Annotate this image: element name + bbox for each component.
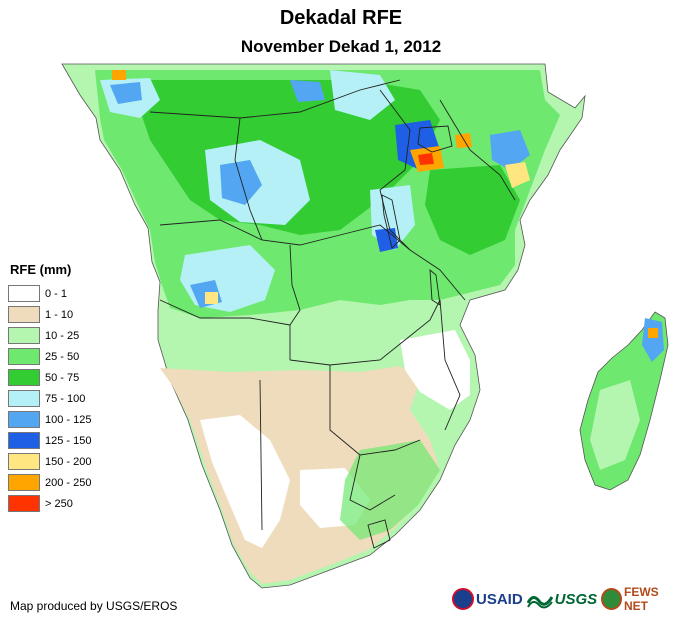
legend-item: > 250 [8, 493, 128, 514]
wet-zone-southeast [340, 440, 440, 540]
legend-swatch [8, 474, 40, 491]
legend-item: 10 - 25 [8, 325, 128, 346]
rain-75-100-lakes [330, 70, 395, 120]
map-credit: Map produced by USGS/EROS [10, 599, 178, 613]
legend-item: 125 - 150 [8, 430, 128, 451]
legend-label: 100 - 125 [45, 413, 92, 426]
rain-100-125-north [290, 80, 325, 102]
legend-swatch [8, 432, 40, 449]
legend-label: 0 - 1 [45, 287, 68, 300]
madagascar-wet-east [642, 318, 664, 362]
rain-above-250-lake-victoria [418, 153, 434, 165]
legend-label: 10 - 25 [45, 329, 80, 342]
usaid-seal-icon [452, 588, 474, 610]
legend-item: 100 - 125 [8, 409, 128, 430]
legend-label: 150 - 200 [45, 455, 92, 468]
rain-200-250-northwest [112, 70, 126, 80]
rain-125-150-tanganyika [375, 228, 398, 252]
lake-malawi [429, 268, 441, 306]
legend-item: 25 - 50 [8, 346, 128, 367]
fews-globe-icon [601, 588, 623, 610]
country-borders [149, 79, 516, 531]
legend-label: 75 - 100 [45, 392, 86, 405]
legend-swatch [8, 369, 40, 386]
legend-swatch [8, 453, 40, 470]
legend-title: RFE (mm) [10, 262, 72, 277]
dry-zone-east [400, 330, 470, 410]
legend-swatch [8, 306, 40, 323]
usaid-logo: USAID [452, 588, 523, 610]
rain-100-125-congo [220, 160, 262, 205]
rain-100-125-kenya [490, 130, 530, 170]
legend-swatch [8, 348, 40, 365]
legend-label: 1 - 10 [45, 308, 74, 321]
legend-item: 0 - 1 [8, 283, 128, 304]
legend-item: 50 - 75 [8, 367, 128, 388]
map-title: Dekadal RFE [279, 7, 403, 29]
legend-label: 200 - 250 [45, 476, 92, 489]
usaid-logo-text: USAID [476, 590, 523, 608]
legend-label: 25 - 50 [45, 350, 80, 363]
rain-150-200-angola [205, 292, 218, 304]
heavy-rain-zone-east [425, 165, 520, 255]
usgs-logo-text: USGS [554, 590, 598, 608]
legend-item: 200 - 250 [8, 472, 128, 493]
legend-item: 75 - 100 [8, 388, 128, 409]
madagascar-high-rain [648, 328, 658, 338]
madagascar-moist-center [590, 380, 640, 470]
legend-item: 1 - 10 [8, 304, 128, 325]
legend-item: 150 - 200 [8, 451, 128, 472]
lake-victoria [417, 125, 453, 153]
agency-logos: USAID USGS FEWS NET [452, 584, 682, 614]
legend-swatch [8, 390, 40, 407]
legend-swatch [8, 327, 40, 344]
legend-swatch [8, 411, 40, 428]
legend: RFE (mm) 0 - 1 1 - 10 10 - 25 25 - 50 50… [8, 262, 128, 514]
lesotho-border [367, 519, 391, 549]
fews-logo-text: FEWS NET [624, 585, 659, 613]
usgs-wave-icon [526, 596, 553, 609]
legend-label: 125 - 150 [45, 434, 92, 447]
fews-net-logo: FEWS NET [601, 585, 682, 613]
lake-tanganyika [381, 194, 401, 249]
desert-zone-southwest [200, 415, 290, 548]
rain-150-200-kenya-coast [505, 162, 530, 188]
map-subtitle: November Dekad 1, 2012 [240, 37, 442, 56]
legend-swatch [8, 495, 40, 512]
usgs-logo: USGS [526, 589, 598, 609]
legend-label: 50 - 75 [45, 371, 80, 384]
legend-label: > 250 [45, 497, 73, 510]
rain-200-250-kenya [455, 133, 472, 148]
rain-100-125-west [110, 82, 142, 104]
legend-swatch [8, 285, 40, 302]
